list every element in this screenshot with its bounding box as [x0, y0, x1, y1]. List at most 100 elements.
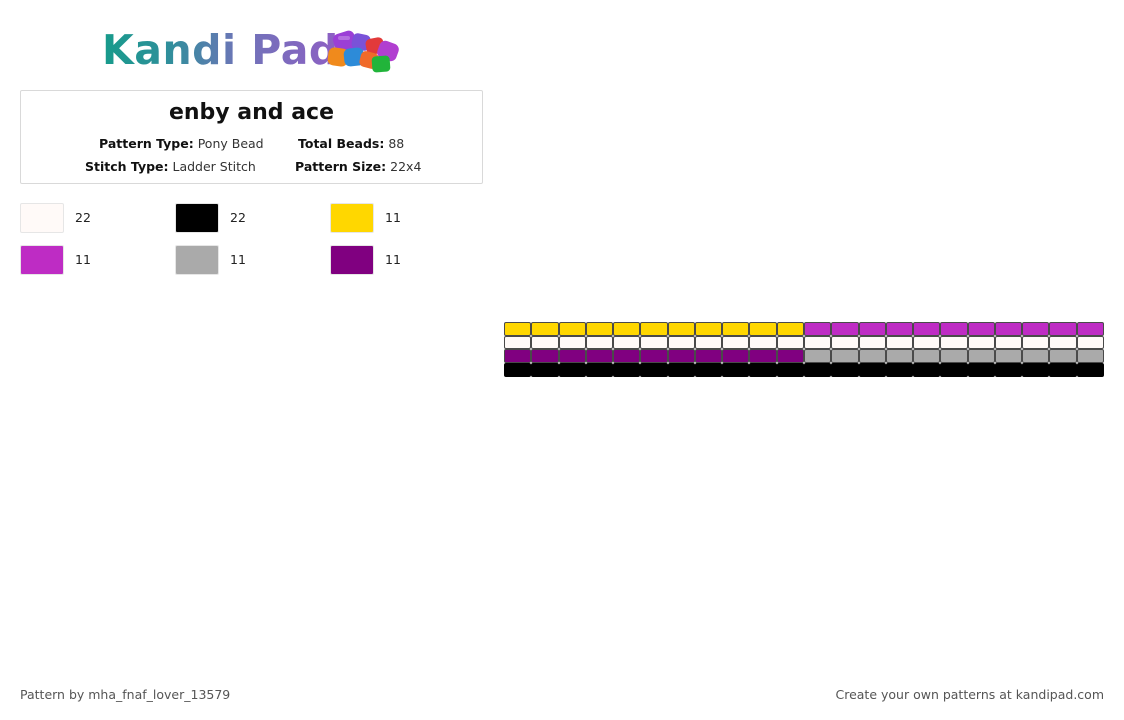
bead-cell: [967, 363, 995, 377]
bead-cell: [531, 363, 559, 377]
bead-cell: [558, 349, 586, 364]
bead-cell: [804, 335, 832, 350]
bead-cell: [1022, 335, 1050, 350]
bead-cell: [776, 349, 804, 364]
bead-cell: [749, 322, 777, 336]
kandipad-promo-link[interactable]: Create your own patterns at kandipad.com: [835, 687, 1104, 702]
bead-cell: [694, 363, 723, 377]
bead-cell: [967, 322, 995, 336]
bead-cell: [1049, 349, 1077, 364]
bead-cell: [722, 335, 750, 350]
bead-count: 11: [75, 252, 91, 267]
bead-cell: [1022, 322, 1050, 336]
bead-cell: [885, 335, 914, 350]
bead-cell: [613, 349, 641, 364]
bead-cell: [585, 335, 614, 350]
bead-count: 11: [230, 252, 246, 267]
bead-pattern-grid: [504, 322, 1104, 377]
bead-cell: [1076, 335, 1104, 350]
total-beads-row: Total Beads: 88: [298, 136, 404, 152]
bead-cell: [722, 322, 750, 336]
pattern-type-value: Pony Bead: [197, 136, 264, 151]
bead-cell: [994, 363, 1023, 377]
bead-cell: [749, 349, 777, 364]
bead-cell: [776, 322, 804, 336]
bead-cell: [1049, 335, 1077, 350]
bead-cell: [585, 322, 614, 336]
total-beads-value: 88: [388, 136, 405, 151]
stitch-type-value: Ladder Stitch: [172, 159, 256, 174]
color-swatch: [175, 203, 219, 233]
bead-cell: [667, 349, 695, 364]
bead-cell: [1049, 322, 1077, 336]
bead-cell: [585, 349, 614, 364]
bead-cell: [613, 363, 641, 377]
bead-cell: [1076, 322, 1104, 336]
bead-pile-icon: [327, 30, 399, 73]
bead-cell: [694, 322, 723, 336]
bead-count: 11: [385, 210, 401, 225]
logo-wordmark: Kandi Pad: [102, 26, 339, 74]
bead-cell: [858, 363, 886, 377]
pattern-size-value: 22x4: [390, 159, 422, 174]
total-beads-label: Total Beads:: [298, 136, 385, 151]
bead-count: 11: [385, 252, 401, 267]
bead-cell: [994, 335, 1023, 350]
bead-cell: [804, 349, 832, 364]
bead-cell: [558, 335, 586, 350]
bead-cell: [858, 349, 886, 364]
bead-cell: [940, 322, 968, 336]
stitch-type-row: Stitch Type: Ladder Stitch: [85, 159, 256, 175]
pattern-author: Pattern by mha_fnaf_lover_13579: [20, 687, 231, 702]
bead-cell: [913, 335, 941, 350]
bead-cell: [1049, 363, 1077, 377]
bead-cell: [994, 349, 1023, 364]
bead-cell: [994, 322, 1023, 336]
bead-cell: [1076, 349, 1104, 364]
pattern-info-card: enby and ace Pattern Type: Pony Bead Tot…: [20, 90, 483, 184]
bead-cell: [804, 363, 832, 377]
bead-cell: [504, 335, 532, 350]
bead-cell: [913, 349, 941, 364]
bead-cell: [776, 363, 804, 377]
pattern-type-row: Pattern Type: Pony Bead: [99, 136, 264, 152]
bead-cell: [504, 363, 532, 377]
bead-cell: [640, 349, 668, 364]
bead-cell: [940, 335, 968, 350]
color-swatch: [20, 203, 64, 233]
bead-cell: [967, 349, 995, 364]
bead-cell: [776, 335, 804, 350]
bead-cell: [858, 335, 886, 350]
pattern-type-label: Pattern Type:: [99, 136, 194, 151]
pattern-size-row: Pattern Size: 22x4: [295, 159, 421, 175]
bead-cell: [722, 363, 750, 377]
bead-cell: [831, 335, 859, 350]
bead-cell: [913, 363, 941, 377]
bead-cell: [885, 349, 914, 364]
bead-cell: [1022, 349, 1050, 364]
bead-count: 22: [230, 210, 246, 225]
color-swatch: [175, 245, 219, 275]
bead-cell: [1076, 363, 1104, 377]
bead-count: 22: [75, 210, 91, 225]
bead-cell: [667, 335, 695, 350]
bead-cell: [749, 363, 777, 377]
bead-cell: [531, 349, 559, 364]
kandi-pad-logo[interactable]: Kandi Pad: [102, 26, 412, 76]
pattern-size-label: Pattern Size:: [295, 159, 387, 174]
pattern-title: enby and ace: [168, 100, 335, 125]
bead-cell: [504, 349, 532, 364]
bead-cell: [558, 363, 586, 377]
color-swatch: [330, 245, 374, 275]
bead-cell: [749, 335, 777, 350]
stitch-type-label: Stitch Type:: [85, 159, 169, 174]
bead-cell: [967, 335, 995, 350]
bead-cell: [858, 322, 886, 336]
bead-cell: [804, 322, 832, 336]
bead-cell: [640, 335, 668, 350]
bead-cell: [531, 322, 559, 336]
bead-cell: [694, 335, 723, 350]
bead-cell: [613, 322, 641, 336]
bead-cell: [531, 335, 559, 350]
bead-cell: [613, 335, 641, 350]
